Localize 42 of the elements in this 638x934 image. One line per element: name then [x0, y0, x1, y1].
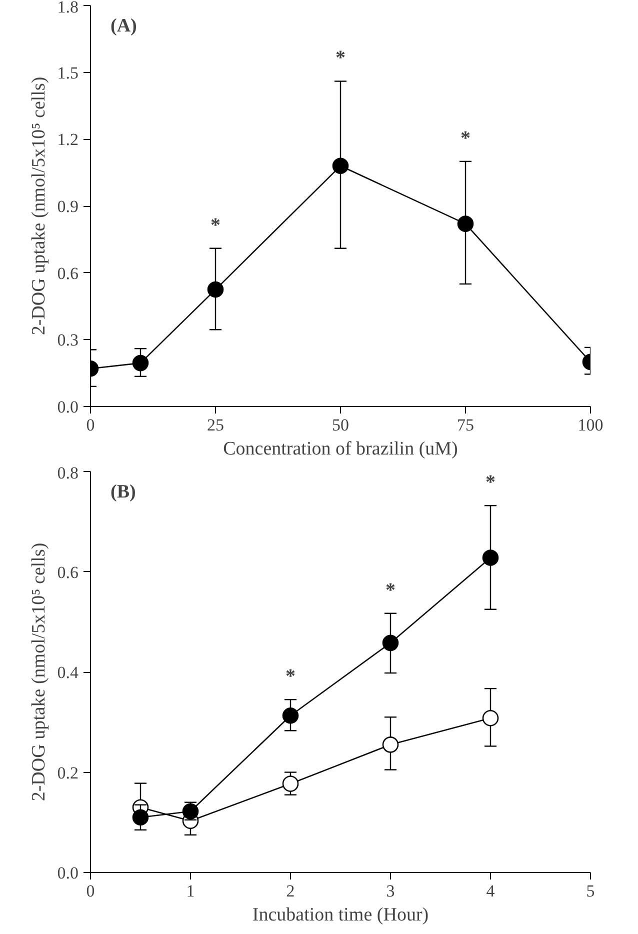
y-tick-label: 0.0 [57, 864, 78, 882]
x-axis-title: Concentration of brazilin (uM) [223, 438, 458, 460]
y-tick-label: 0.6 [57, 264, 78, 283]
y-tick-label: 0.8 [57, 464, 78, 482]
x-tick-label: 75 [457, 416, 474, 434]
point [482, 710, 499, 726]
annotation: * [336, 47, 346, 70]
point [282, 707, 299, 724]
annotation: * [210, 214, 220, 236]
annotation: * [386, 579, 396, 602]
y-axis-title: 2-DOG uptake (nmol/5x10⁵ cells) [28, 76, 50, 336]
x-tick-label: 3 [386, 882, 395, 900]
annotation: * [286, 666, 296, 688]
y-tick-label: 0.0 [57, 398, 78, 416]
annotation: * [460, 127, 470, 150]
point [382, 736, 399, 753]
point [482, 550, 499, 566]
x-tick-label: 50 [332, 416, 349, 434]
x-tick-label: 2 [286, 882, 295, 900]
y-tick-label: 1.2 [57, 130, 78, 150]
x-tick-label: 0 [86, 416, 95, 434]
y-tick-label: 0.2 [57, 763, 78, 782]
x-tick-label: 0 [86, 882, 95, 900]
x-axis-title: Incubation time (Hour) [252, 904, 429, 926]
annotation: * [486, 472, 496, 494]
point [132, 809, 149, 826]
x-tick-label: 100 [578, 416, 604, 434]
y-tick-label: 0.6 [57, 562, 78, 582]
y-tick-label: 1.5 [57, 63, 78, 82]
x-tick-label: 5 [586, 882, 595, 900]
y-tick-label: 1.8 [57, 0, 78, 16]
x-tick-label: 4 [486, 882, 496, 900]
y-axis-title: 2-DOG uptake (nmol/5x10⁵ cells) [28, 542, 50, 802]
y-tick-label: 0.3 [57, 330, 78, 350]
annotation: (A) [110, 16, 137, 36]
annotation: (B) [110, 482, 136, 502]
x-tick-label: 25 [207, 416, 224, 434]
point [282, 776, 299, 792]
x-tick-label: 1 [186, 882, 195, 900]
y-tick-label: 0.9 [57, 197, 78, 216]
y-tick-label: 0.4 [57, 663, 79, 682]
point [382, 634, 399, 652]
